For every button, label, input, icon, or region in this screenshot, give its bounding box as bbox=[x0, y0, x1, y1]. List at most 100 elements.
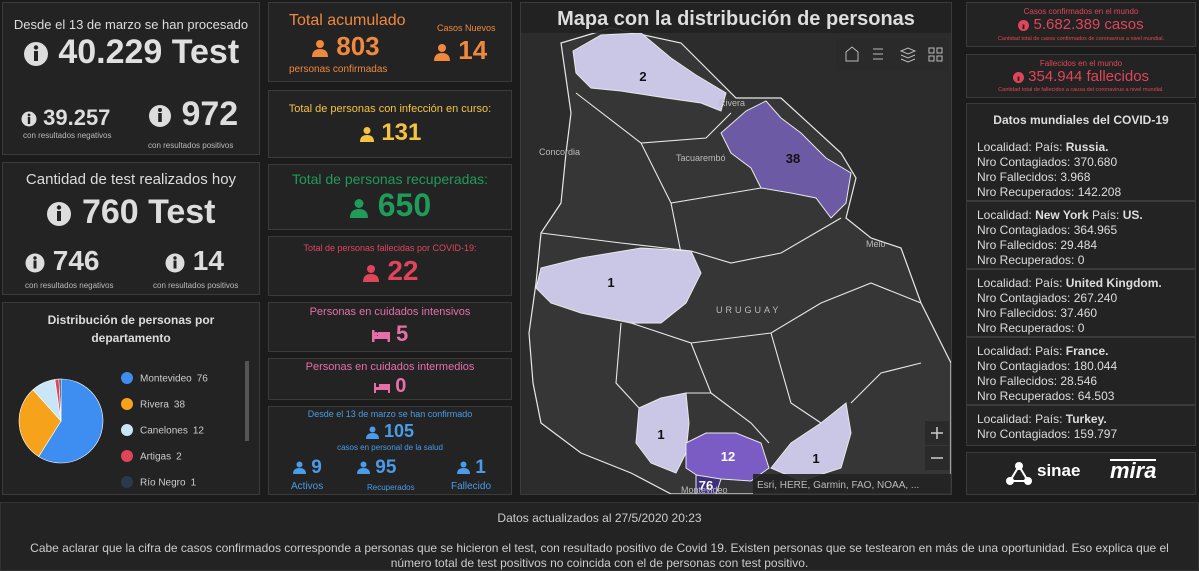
staff-recovered-label: Recuperados bbox=[367, 483, 415, 492]
pie-slice bbox=[18, 389, 62, 457]
info-icon bbox=[23, 42, 48, 67]
staff-recovered-row: 95 bbox=[357, 457, 396, 479]
negative-row: 746 bbox=[25, 245, 100, 277]
panel-title: Desde el 13 de marzo se han procesado bbox=[13, 17, 249, 32]
legend-value: 38 bbox=[174, 400, 186, 411]
entry-location: Localidad: País: Turkey. bbox=[977, 412, 1185, 427]
departments bbox=[535, 32, 852, 494]
zoom-controls[interactable] bbox=[925, 421, 949, 470]
deceased-label: Total de personas fallecidas por COVID-1… bbox=[303, 243, 477, 253]
person-icon bbox=[293, 461, 306, 475]
map-count: 1 bbox=[812, 451, 819, 466]
total-label: Total acumulado bbox=[289, 12, 406, 29]
bed-icon bbox=[373, 382, 390, 393]
info-icon bbox=[47, 202, 72, 227]
home-button[interactable] bbox=[845, 46, 859, 62]
map-counts: 2 38 1 1 12 76 1 bbox=[607, 69, 819, 493]
staff-active: 9 bbox=[311, 457, 322, 478]
positive-row: 972 bbox=[148, 95, 238, 134]
recovered-label: Nro Recuperados: bbox=[977, 389, 1075, 403]
map-toolbar[interactable] bbox=[836, 39, 948, 71]
world-entry: Localidad: País: Turkey. Nro Contagiados… bbox=[967, 406, 1195, 445]
legend-value: 2 bbox=[176, 452, 182, 463]
recovered-panel: Total de personas recuperadas: 650 bbox=[268, 164, 512, 230]
positive-label: con resultados positivos bbox=[153, 281, 239, 290]
attribution: Esri, HERE, Garmin, FAO, NOAA, ... bbox=[757, 480, 919, 491]
icu-label: Personas en cuidados intensivos bbox=[309, 306, 471, 318]
infected-value: 180.044 bbox=[1073, 359, 1118, 373]
panel-title: Cantidad de test realizados hoy bbox=[25, 171, 237, 188]
tests-total-panel: Desde el 13 de marzo se han procesado 40… bbox=[2, 2, 260, 155]
negative-value: 746 bbox=[52, 245, 100, 276]
locality-label: Localidad: bbox=[977, 140, 1032, 154]
country-label: País: bbox=[1035, 344, 1063, 358]
country-label: País: bbox=[1035, 276, 1063, 290]
tests-today-panel: Cantidad de test realizados hoy 760 Test… bbox=[2, 162, 260, 295]
infected-label: Nro Contagiados: bbox=[977, 155, 1071, 169]
deaths-value: 3.968 bbox=[1060, 170, 1091, 184]
world-cases-row: 5.682.389 casos bbox=[967, 16, 1195, 33]
staff-deceased-row: 1 bbox=[457, 457, 486, 479]
recovered-value: 142.208 bbox=[1077, 185, 1122, 199]
legend-swatch bbox=[121, 398, 133, 410]
entry-deaths: Nro Fallecidos: 28.546 bbox=[977, 374, 1185, 389]
footer-note: Cabe aclarar que la cifra de casos confi… bbox=[30, 541, 1169, 570]
positive-label: con resultados positivos bbox=[148, 141, 234, 150]
entry-deaths: Nro Fallecidos: 3.968 bbox=[977, 170, 1185, 185]
zoom-in-icon bbox=[931, 427, 943, 439]
sinae-logo: sinae bbox=[1037, 461, 1081, 480]
pie-title: Distribución de personas por departament… bbox=[47, 313, 215, 345]
deaths-value: 37.460 bbox=[1060, 306, 1098, 320]
entry-location: Localidad: País: United Kingdom. bbox=[977, 276, 1185, 291]
staff-recovered: 95 bbox=[375, 457, 397, 478]
recovered-value: 0 bbox=[1077, 321, 1085, 335]
world-data-panel: Datos mundiales del COVID-19 Localidad: … bbox=[966, 103, 1196, 446]
place-label: Melo bbox=[866, 239, 886, 249]
entry-infected: Nro Contagiados: 364.965 bbox=[977, 223, 1185, 238]
recovered-row: 650 bbox=[269, 187, 511, 224]
info-icon bbox=[165, 253, 185, 273]
list-button[interactable] bbox=[873, 48, 883, 60]
staff-deceased: 1 bbox=[475, 457, 486, 478]
infected-value: 370.680 bbox=[1073, 155, 1118, 169]
country: France. bbox=[1065, 344, 1109, 358]
negative-value: 39.257 bbox=[43, 105, 111, 130]
world-deaths-row: 354.944 fallecidos bbox=[967, 68, 1195, 85]
deaths-label: Nro Fallecidos: bbox=[977, 238, 1058, 252]
entry-infected: Nro Contagiados: 159.797 bbox=[977, 427, 1185, 442]
infected-label: Nro Contagiados: bbox=[977, 359, 1071, 373]
updated: Datos actualizados al 27/5/2020 20:23 bbox=[497, 511, 702, 525]
recovered-label: Nro Recuperados: bbox=[977, 253, 1075, 267]
world-entry: Localidad: País: United Kingdom. Nro Con… bbox=[967, 270, 1195, 338]
intermediate-label: Personas en cuidados intermedios bbox=[305, 361, 475, 373]
map-count: 2 bbox=[639, 69, 646, 84]
deaths-value: 28.546 bbox=[1060, 374, 1098, 388]
legend-label: Canelones bbox=[140, 426, 188, 437]
entry-location: Localidad: New York País: US. bbox=[977, 208, 1185, 223]
world-cases-note: Cantidad total de casos confirmados de c… bbox=[997, 36, 1165, 42]
place-label: URUGUAY bbox=[716, 305, 781, 315]
recovered-label: Nro Recuperados: bbox=[977, 321, 1075, 335]
info-icon bbox=[21, 111, 37, 127]
basemap-button[interactable] bbox=[928, 47, 943, 62]
pie-slice bbox=[58, 378, 62, 422]
negative-label: con resultados negativos bbox=[25, 281, 114, 290]
country: United Kingdom. bbox=[1065, 276, 1162, 290]
department bbox=[720, 100, 852, 219]
big-value-row: 40.229 Test bbox=[3, 33, 259, 72]
toolbar-bg bbox=[836, 39, 948, 71]
attribution-bg bbox=[753, 474, 951, 494]
place-label: Tacuarembó bbox=[676, 153, 726, 163]
bed-icon bbox=[371, 330, 390, 343]
legend-swatch bbox=[121, 450, 133, 462]
person-icon bbox=[434, 44, 450, 62]
recovered-value: 64.503 bbox=[1077, 389, 1115, 403]
layers-button[interactable] bbox=[899, 47, 917, 63]
staff-value: 105 bbox=[383, 421, 415, 441]
country-label: País: bbox=[1091, 208, 1120, 222]
distribution-panel: Distribución de personas por departament… bbox=[2, 302, 260, 495]
country: US. bbox=[1122, 208, 1143, 222]
map-title: Mapa con la distribución de personas bbox=[557, 8, 915, 30]
pie-chart: Montevideo Rivera Canelones Artigas Río Negr… bbox=[18, 361, 249, 489]
info-icon bbox=[1018, 19, 1030, 31]
